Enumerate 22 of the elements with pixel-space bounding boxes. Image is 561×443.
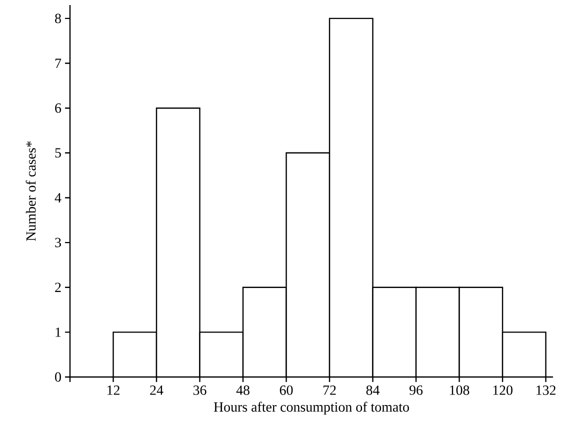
x-tick-label: 108 [450, 385, 470, 395]
x-tick-label: 60 [280, 385, 293, 395]
x-axis-title: Hours after consumption of tomato [214, 402, 409, 415]
x-tick-label: 48 [236, 385, 250, 395]
x-tick-label: 84 [366, 385, 380, 395]
y-tick-label: 6 [55, 103, 62, 113]
x-tick-label: 72 [323, 386, 336, 395]
y-tick-label: 8 [55, 14, 61, 24]
x-tick-label: 132 [536, 386, 556, 395]
x-tick-label: 12 [108, 386, 120, 395]
y-tick-label: 7 [55, 58, 62, 68]
x-tick-label: 36 [193, 386, 206, 395]
y-tick-label: 5 [55, 148, 61, 158]
x-tick-label: 96 [410, 386, 423, 395]
x-tick-label: 120 [493, 385, 512, 395]
y-tick-label: 2 [55, 282, 61, 292]
y-tick-label: 3 [55, 238, 61, 248]
y-tick-label: 4 [54, 193, 62, 202]
x-tick-label: 24 [150, 386, 164, 395]
y-tick-label: 1 [56, 328, 61, 337]
y-tick-label: 0 [55, 372, 61, 382]
y-axis-title: Number of cases* [26, 141, 36, 241]
